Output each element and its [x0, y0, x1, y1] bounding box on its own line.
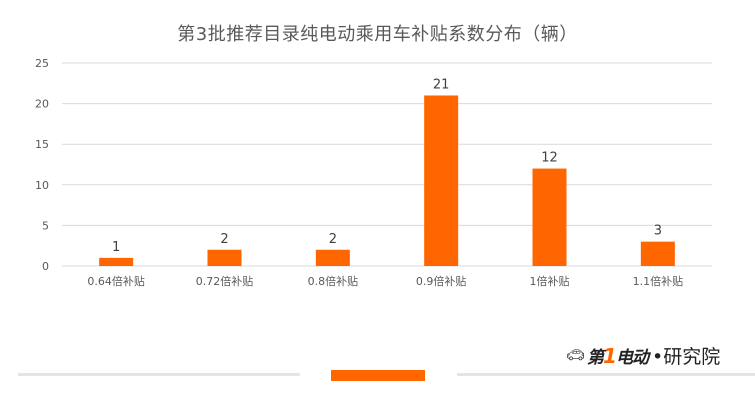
data-label: 3: [654, 224, 662, 239]
footer-rule-right: [457, 373, 755, 376]
bars: [99, 95, 675, 266]
y-tick-label: 20: [35, 98, 49, 111]
y-tick-label: 5: [42, 219, 49, 232]
data-label: 2: [220, 232, 228, 247]
chart-title: 第3批推荐目录纯电动乘用车补贴系数分布（辆）: [177, 24, 578, 45]
x-tick-label: 0.9倍补贴: [416, 274, 467, 288]
data-label: 2: [329, 232, 337, 247]
brand-mark: 第1电动: [587, 343, 649, 368]
y-tick-label: 15: [35, 138, 49, 151]
bar: [207, 249, 242, 266]
car-icon: 🚗︎: [566, 346, 586, 364]
x-tick-label: 1倍补贴: [530, 274, 570, 288]
y-tick-label: 25: [35, 57, 49, 70]
data-label: 21: [433, 77, 450, 92]
y-tick-label: 10: [35, 179, 49, 192]
data-label: 12: [541, 151, 558, 166]
x-tick-label: 0.8倍补贴: [308, 274, 359, 288]
bar: [99, 257, 134, 266]
gridlines: [62, 62, 712, 267]
x-tick-label: 0.72倍补贴: [196, 274, 254, 288]
x-tick-label: 1.1倍补贴: [633, 274, 684, 288]
x-tick-label: 0.64倍补贴: [87, 274, 145, 288]
y-axis-ticks: 0 5 10 15 20 25: [35, 57, 49, 273]
bar: [315, 249, 350, 266]
footer-rule-left: [18, 373, 300, 376]
data-label: 1: [112, 240, 120, 255]
x-axis-ticks: 0.64倍补贴 0.72倍补贴 0.8倍补贴 0.9倍补贴 1倍补贴 1.1倍补贴: [87, 274, 683, 288]
footer-accent-bar: [331, 370, 425, 381]
bar: [640, 241, 675, 266]
brand-logo: 🚗︎ 第1电动 •研究院: [566, 340, 720, 370]
bar: [532, 168, 567, 266]
bar: [424, 95, 459, 266]
brand-sub: •研究院: [651, 345, 721, 368]
y-tick-label: 0: [42, 260, 49, 273]
